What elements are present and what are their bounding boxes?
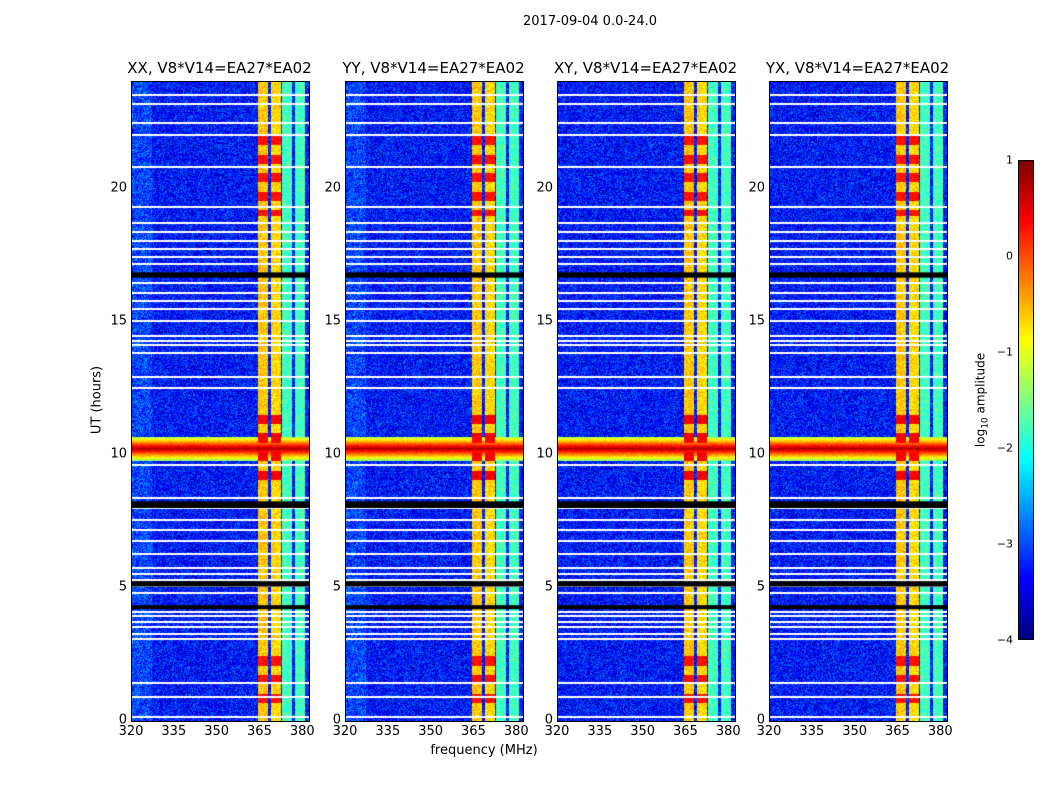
colorbar-label-prefix: log bbox=[973, 428, 988, 448]
colorbar-gradient bbox=[1019, 161, 1033, 639]
colorbar-tick-label: −3 bbox=[996, 537, 1013, 551]
x-tick-label: 350 bbox=[630, 724, 656, 739]
x-tick-label: 335 bbox=[799, 724, 825, 739]
y-tick-label: 15 bbox=[536, 313, 553, 329]
x-tick-label: 365 bbox=[673, 724, 698, 739]
x-tick-label: 380 bbox=[715, 724, 741, 739]
y-tick-label: 10 bbox=[324, 446, 341, 462]
figure-suptitle: 2017-09-04 0.0-24.0 bbox=[523, 14, 657, 29]
panel-title-yx: YX, V8*V14=EA27*EA02 bbox=[765, 59, 950, 77]
x-tick-label: 365 bbox=[885, 724, 910, 739]
panel-title-xx: XX, V8*V14=EA27*EA02 bbox=[127, 59, 312, 77]
x-tick-label: 335 bbox=[375, 724, 401, 739]
y-tick-label: 20 bbox=[110, 180, 127, 195]
x-tick-label: 335 bbox=[161, 724, 187, 739]
panel-title-yy: YY, V8*V14=EA27*EA02 bbox=[342, 59, 525, 77]
heatmap-yy bbox=[345, 81, 524, 722]
y-tick-label: 20 bbox=[748, 180, 765, 195]
y-tick-label: 10 bbox=[110, 446, 127, 462]
y-tick-label: 15 bbox=[110, 313, 127, 329]
colorbar-tick-label: 1 bbox=[1006, 153, 1013, 167]
y-axis-label: UT (hours) bbox=[89, 365, 105, 435]
colorbar-label-suffix: amplitude bbox=[973, 352, 988, 418]
x-axis-label: frequency (MHz) bbox=[430, 743, 538, 758]
y-tick-label: 10 bbox=[748, 446, 765, 462]
panel-title-xy: XY, V8*V14=EA27*EA02 bbox=[553, 59, 738, 77]
x-tick-label: 350 bbox=[418, 724, 444, 739]
heatmap-xy bbox=[557, 81, 736, 722]
x-tick-label: 380 bbox=[289, 724, 315, 739]
colorbar-tick-label: −4 bbox=[996, 633, 1013, 647]
x-tick-label: 380 bbox=[503, 724, 529, 739]
x-tick-label: 320 bbox=[332, 724, 358, 739]
y-tick-label: 0 bbox=[332, 712, 341, 728]
y-tick-label: 20 bbox=[324, 180, 341, 195]
y-tick-label: 5 bbox=[544, 579, 553, 595]
x-tick-label: 335 bbox=[587, 724, 613, 739]
y-tick-label: 5 bbox=[118, 579, 127, 595]
y-tick-label: 10 bbox=[536, 446, 553, 462]
x-tick-label: 350 bbox=[204, 724, 230, 739]
colorbar-label-sub: 10 bbox=[980, 417, 991, 429]
x-tick-label: 350 bbox=[842, 724, 868, 739]
x-tick-label: 320 bbox=[756, 724, 782, 739]
x-tick-label: 380 bbox=[927, 724, 953, 739]
y-tick-label: 5 bbox=[756, 579, 765, 595]
heatmap-yx bbox=[769, 81, 948, 722]
y-tick-label: 0 bbox=[756, 712, 765, 728]
y-tick-label: 5 bbox=[332, 579, 341, 595]
colorbar-tick-label: −1 bbox=[996, 345, 1013, 359]
colorbar-tick-label: −2 bbox=[996, 441, 1013, 455]
y-tick-label: 0 bbox=[118, 712, 127, 728]
x-tick-label: 320 bbox=[118, 724, 144, 739]
y-tick-label: 0 bbox=[544, 712, 553, 728]
colorbar-label: log10 amplitude bbox=[973, 353, 990, 447]
x-tick-label: 320 bbox=[544, 724, 570, 739]
y-tick-label: 15 bbox=[748, 313, 765, 329]
colorbar-tick-label: 0 bbox=[1006, 249, 1013, 263]
y-tick-label: 15 bbox=[324, 313, 341, 329]
heatmap-xx bbox=[131, 81, 310, 722]
y-tick-label: 20 bbox=[536, 180, 553, 195]
colorbar bbox=[1018, 160, 1034, 640]
x-tick-label: 365 bbox=[247, 724, 272, 739]
x-tick-label: 365 bbox=[461, 724, 486, 739]
